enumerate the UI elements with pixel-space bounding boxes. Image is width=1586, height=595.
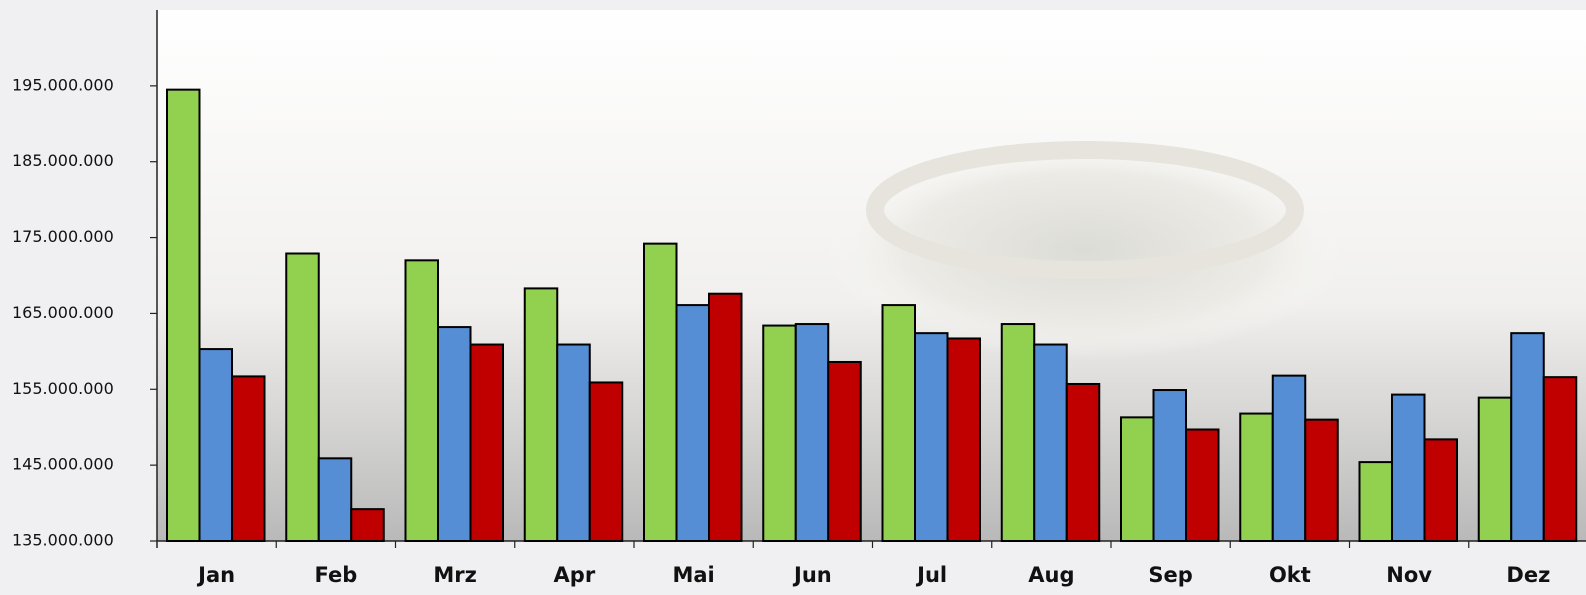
bar — [167, 90, 200, 541]
y-tick-label: 165.000.000 — [12, 303, 114, 322]
x-tick-label: Jun — [792, 563, 832, 587]
bar — [351, 509, 384, 541]
bar — [1121, 417, 1154, 541]
y-tick-label: 175.000.000 — [12, 227, 114, 246]
bar — [319, 458, 352, 541]
bar — [1392, 395, 1425, 541]
bar — [915, 333, 948, 541]
bar — [677, 305, 710, 541]
bar — [590, 382, 623, 541]
x-tick-label: Aug — [1028, 563, 1074, 587]
x-tick-label: Feb — [314, 563, 357, 587]
bar — [644, 244, 677, 541]
bar — [406, 260, 439, 541]
y-tick-label: 195.000.000 — [12, 75, 114, 94]
bar — [1273, 376, 1306, 541]
bar — [1425, 439, 1458, 541]
bar — [286, 254, 319, 541]
bar — [796, 324, 829, 541]
x-tick-label: Nov — [1386, 563, 1432, 587]
bar — [438, 327, 471, 541]
bar — [1154, 390, 1187, 541]
bar — [471, 345, 504, 541]
bar — [828, 362, 861, 541]
bar — [1305, 420, 1338, 541]
x-tick-label: Mrz — [433, 563, 476, 587]
y-tick-label: 135.000.000 — [12, 531, 114, 550]
bar — [1186, 429, 1219, 541]
bar — [1544, 377, 1577, 541]
bar — [1360, 462, 1393, 541]
bar — [1034, 345, 1067, 541]
bar — [948, 338, 981, 541]
bar — [883, 305, 916, 541]
x-tick-label: Jan — [196, 563, 235, 587]
y-tick-label: 185.000.000 — [12, 151, 114, 170]
bar — [763, 326, 796, 541]
x-tick-label: Okt — [1269, 563, 1311, 587]
bar — [557, 345, 590, 541]
bar — [1511, 333, 1544, 541]
x-tick-label: Mai — [672, 563, 714, 587]
x-tick-label: Jul — [915, 563, 947, 587]
y-tick-label: 155.000.000 — [12, 379, 114, 398]
y-tick-label: 145.000.000 — [12, 455, 114, 474]
bar — [232, 376, 265, 541]
bar — [1002, 324, 1035, 541]
bar — [200, 349, 233, 541]
chart: 135.000.000 145.000.000 155.000.000 165.000… — [0, 0, 1586, 595]
bar — [1479, 398, 1512, 541]
bar — [525, 288, 558, 541]
x-tick-label: Apr — [554, 563, 596, 587]
bar — [1240, 414, 1273, 541]
x-tick-label: Dez — [1506, 563, 1550, 587]
bar — [709, 294, 742, 541]
x-tick-label: Sep — [1148, 563, 1192, 587]
bar — [1067, 384, 1100, 541]
